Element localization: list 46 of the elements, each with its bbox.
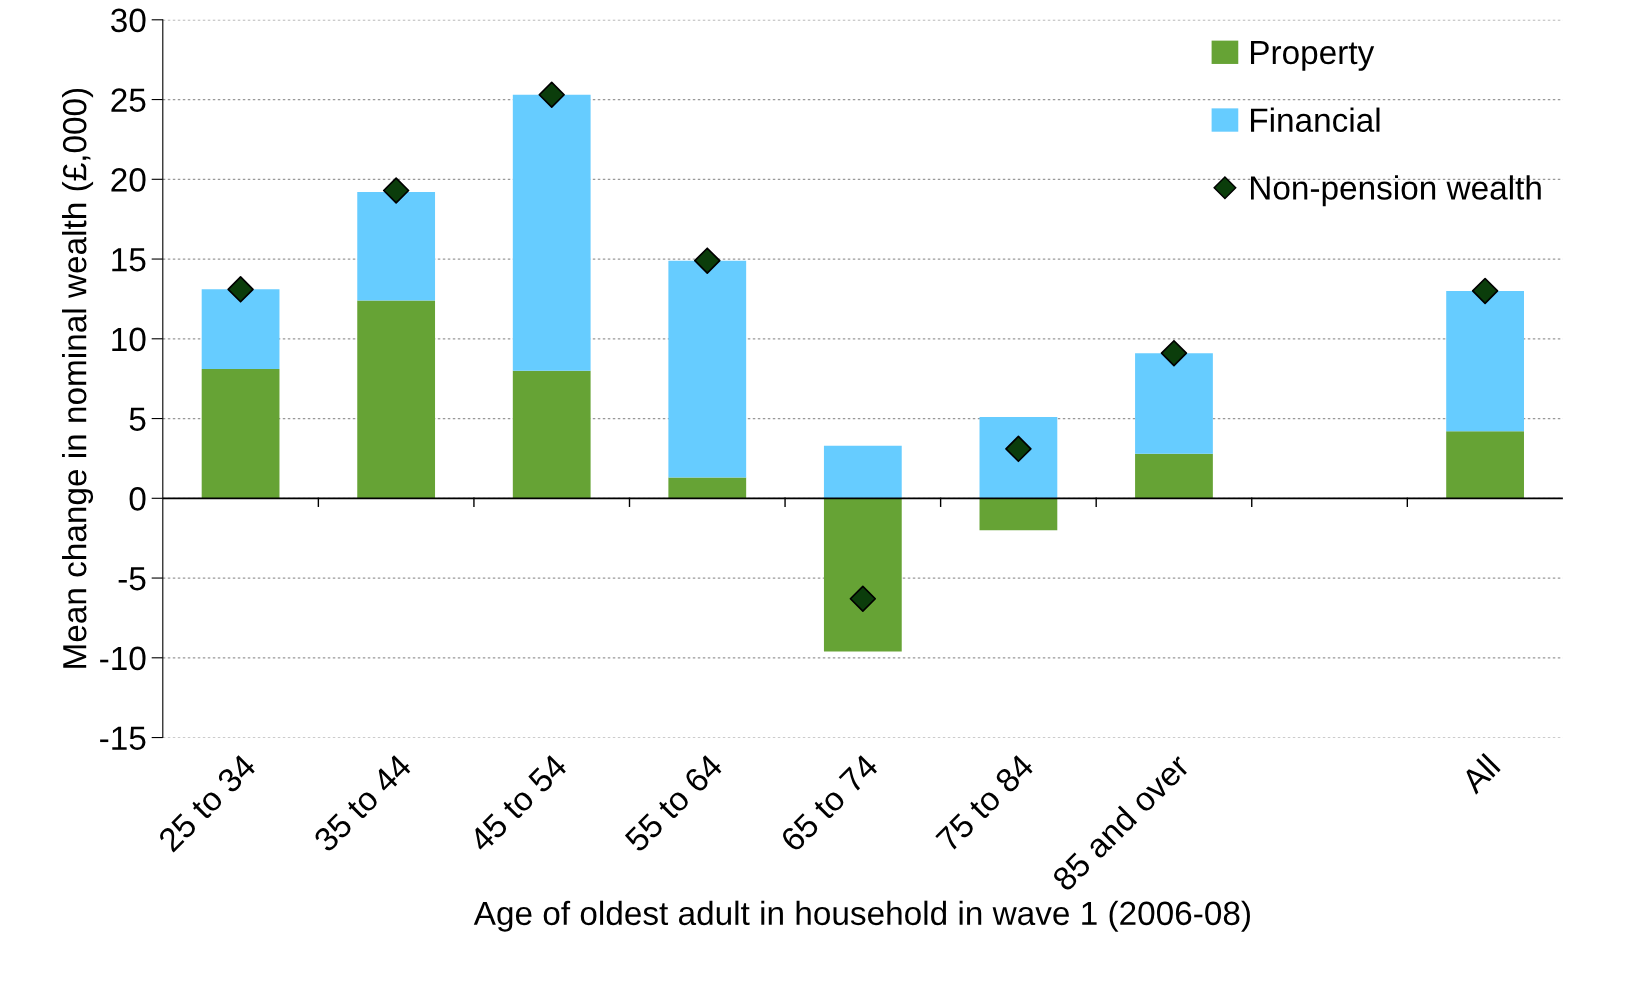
y-tick-label: -15 (100, 726, 146, 750)
x-tick-label: 25 to 34 (157, 752, 258, 853)
bar (668, 260, 747, 478)
x-axis-title: Age of oldest adult in household in wave 1 (2006-08) (473, 900, 1250, 932)
point (538, 81, 565, 109)
point (1471, 277, 1499, 305)
point (849, 585, 877, 613)
bar (1135, 353, 1213, 454)
x-tick-label: 55 to 64 (623, 752, 724, 853)
y-axis-title: Mean change in nominal wealth (£,000) (62, 88, 94, 668)
bar (823, 498, 902, 652)
bar (357, 192, 436, 301)
y-tick-label: -5 (118, 567, 146, 591)
bar (512, 94, 591, 371)
bar (357, 300, 436, 499)
x-tick-label: 85 and over (1050, 751, 1191, 893)
y-tick-label: 10 (112, 327, 146, 352)
y-tick-label: -10 (100, 646, 146, 671)
bar (668, 477, 747, 499)
bar (512, 370, 591, 499)
y-tick-label: 25 (111, 88, 146, 112)
point (382, 177, 410, 204)
bar (979, 498, 1058, 531)
bar (823, 445, 902, 499)
x-tick-label: 65 to 74 (779, 752, 880, 853)
legend-label: Financial (1251, 107, 1380, 133)
point (1160, 339, 1188, 367)
bar (201, 369, 280, 499)
y-tick-label: 5 (129, 407, 146, 431)
y-tick-label: 15 (112, 248, 146, 272)
x-tick-label: 45 to 54 (467, 752, 569, 854)
x-tick-label: All (1458, 753, 1501, 795)
y-tick-label: 0 (129, 487, 146, 511)
y-tick-label: 30 (111, 8, 146, 33)
legend-label: Non-pension wealth (1251, 175, 1541, 207)
x-tick-label: 75 to 84 (935, 752, 1036, 853)
legend-label: Property (1251, 41, 1375, 71)
bar (1135, 453, 1213, 499)
bar (201, 289, 280, 370)
point (227, 276, 254, 303)
bar (979, 416, 1058, 499)
bar (1446, 431, 1524, 499)
point (694, 247, 721, 274)
y-tick-label: 20 (111, 168, 146, 192)
bar (1446, 290, 1524, 432)
x-tick-label: 35 to 44 (312, 752, 413, 854)
